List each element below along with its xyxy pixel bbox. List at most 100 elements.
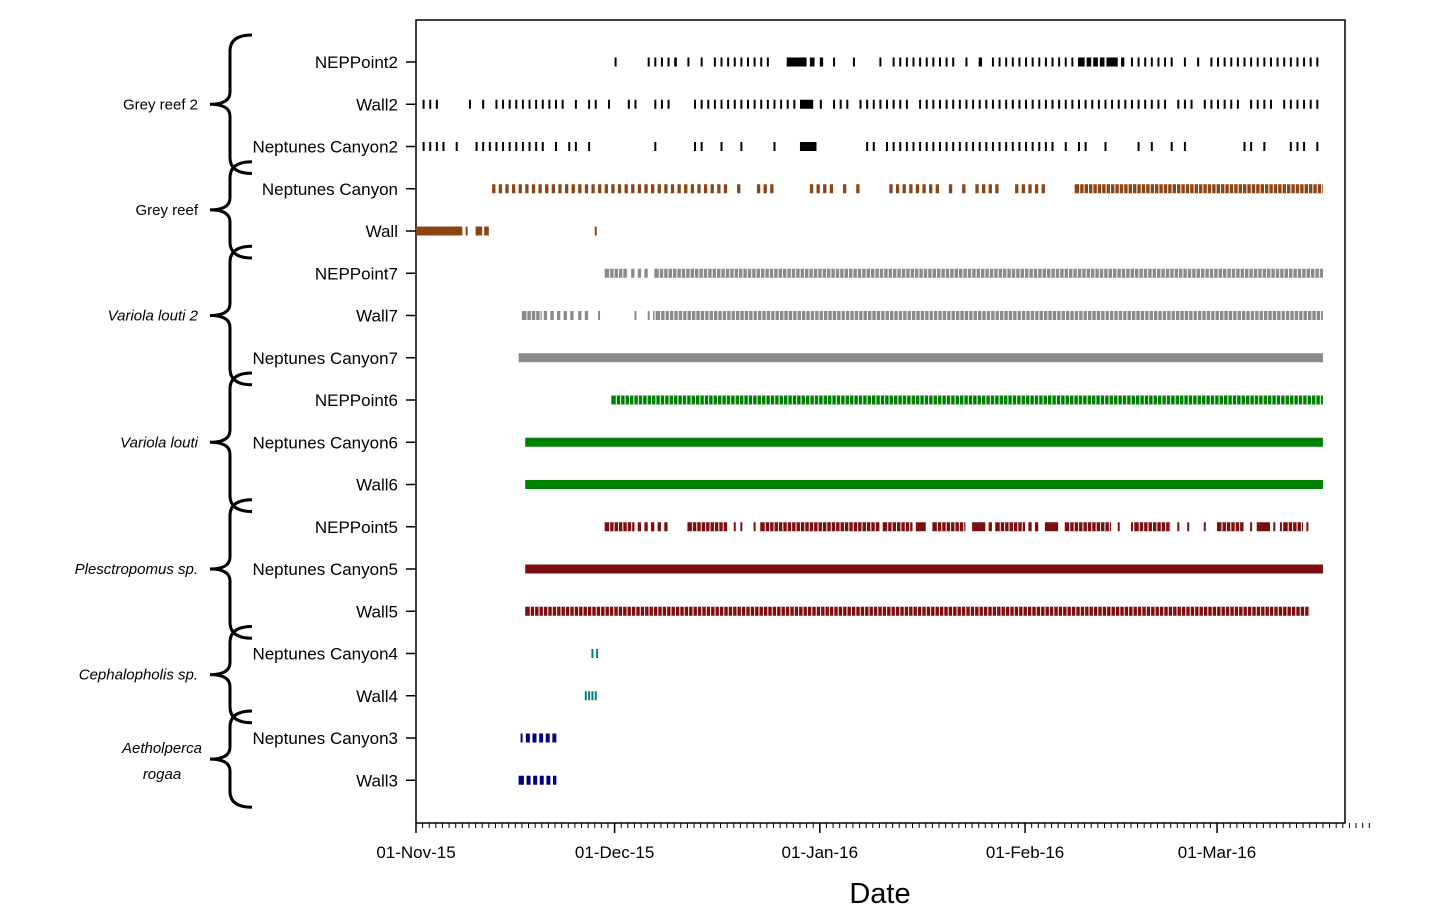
detection-mark bbox=[631, 268, 635, 278]
stripe-gap bbox=[997, 268, 999, 278]
stripe-gap bbox=[1079, 606, 1081, 616]
stripe-gap bbox=[843, 268, 845, 278]
detection-mark bbox=[416, 226, 463, 236]
stripe-gap bbox=[1068, 395, 1070, 405]
detection-mark bbox=[488, 142, 491, 151]
detection-mark bbox=[637, 268, 642, 278]
stripe-gap bbox=[1250, 184, 1252, 194]
detection-mark bbox=[1289, 99, 1292, 109]
detection-mark bbox=[1263, 142, 1266, 151]
stripe-gap bbox=[743, 311, 745, 320]
stripe-gap bbox=[843, 522, 845, 532]
stripe-gap bbox=[1200, 268, 1202, 278]
detection-mark bbox=[932, 57, 935, 67]
stripe-gap bbox=[1144, 311, 1146, 320]
stripe-gap bbox=[573, 606, 575, 616]
stripe-gap bbox=[858, 311, 860, 320]
detection-mark bbox=[1031, 142, 1034, 151]
detection-mark bbox=[1150, 57, 1153, 67]
detection-mark bbox=[1289, 142, 1292, 151]
detection-mark bbox=[508, 142, 511, 151]
detection-mark bbox=[988, 184, 992, 194]
detection-mark bbox=[945, 142, 948, 151]
detection-mark bbox=[1164, 99, 1167, 109]
stripe-gap bbox=[1100, 311, 1102, 320]
detection-mark bbox=[882, 522, 913, 532]
detection-mark bbox=[919, 142, 922, 151]
stripe-gap bbox=[708, 395, 710, 405]
stripe-gap bbox=[726, 311, 728, 320]
stripe-gap bbox=[1214, 311, 1216, 320]
stripe-gap bbox=[1198, 606, 1200, 616]
stripe-gap bbox=[1194, 606, 1196, 616]
detection-mark bbox=[915, 184, 920, 194]
row-label-wall7: Wall7 bbox=[356, 307, 398, 326]
stripe-gap bbox=[855, 606, 857, 616]
stripe-gap bbox=[1028, 268, 1030, 278]
detection-mark bbox=[1164, 57, 1167, 67]
stripe-gap bbox=[1239, 522, 1241, 532]
detection-mark bbox=[1086, 57, 1092, 67]
detection-mark bbox=[740, 99, 743, 109]
stripe-gap bbox=[1012, 311, 1014, 320]
detection-mark bbox=[727, 99, 730, 109]
detection-mark bbox=[1034, 522, 1039, 532]
detection-mark bbox=[932, 522, 966, 532]
detection-mark bbox=[938, 57, 941, 67]
detection-mark bbox=[557, 311, 561, 320]
stripe-gap bbox=[1148, 311, 1150, 320]
stripe-gap bbox=[1219, 184, 1221, 194]
stripe-gap bbox=[1289, 311, 1291, 320]
stripe-gap bbox=[1295, 606, 1297, 616]
stripe-gap bbox=[1156, 268, 1158, 278]
detection-mark bbox=[763, 184, 767, 194]
stripe-gap bbox=[795, 268, 797, 278]
stripe-gap bbox=[609, 268, 611, 278]
stripe-gap bbox=[1237, 184, 1239, 194]
detection-mark bbox=[932, 142, 935, 151]
stripe-gap bbox=[835, 522, 837, 532]
stripe-gap bbox=[1073, 311, 1075, 320]
group-label-plesctropomus-sp: Plesctropomus sp. bbox=[75, 561, 198, 578]
detection-mark bbox=[1250, 99, 1253, 109]
stripe-gap bbox=[1264, 606, 1266, 616]
stripe-gap bbox=[739, 311, 741, 320]
detection-mark bbox=[1117, 522, 1120, 532]
detection-mark bbox=[535, 142, 538, 151]
stripe-gap bbox=[1090, 268, 1092, 278]
stripe-gap bbox=[655, 395, 657, 405]
stripe-gap bbox=[1252, 268, 1254, 278]
stripe-gap bbox=[924, 311, 926, 320]
stripe-gap bbox=[1101, 184, 1103, 194]
stripe-gap bbox=[657, 606, 659, 616]
detection-mark bbox=[1256, 522, 1270, 532]
stripe-gap bbox=[670, 606, 672, 616]
detection-mark bbox=[1170, 142, 1173, 151]
stripe-gap bbox=[1293, 395, 1295, 405]
stripe-gap bbox=[998, 311, 1000, 320]
detection-mark bbox=[965, 57, 968, 67]
stripe-gap bbox=[1136, 184, 1138, 194]
stripe-gap bbox=[1229, 606, 1231, 616]
stripe-gap bbox=[622, 268, 624, 278]
stripe-gap bbox=[752, 311, 754, 320]
stripe-gap bbox=[776, 606, 778, 616]
stripe-gap bbox=[569, 606, 571, 616]
detection-mark bbox=[532, 733, 537, 743]
detection-mark bbox=[634, 99, 637, 109]
group-label-cephalopholis-sp: Cephalopholis sp. bbox=[79, 667, 198, 684]
stripe-gap bbox=[743, 395, 745, 405]
stripe-gap bbox=[1073, 522, 1075, 532]
stripe-gap bbox=[1116, 268, 1118, 278]
stripe-gap bbox=[751, 268, 753, 278]
stripe-gap bbox=[1003, 311, 1005, 320]
stripe-gap bbox=[914, 268, 916, 278]
detection-mark bbox=[465, 226, 468, 236]
stripe-gap bbox=[637, 395, 639, 405]
series-wall7 bbox=[521, 311, 1323, 320]
detection-mark bbox=[1276, 57, 1279, 67]
stripe-gap bbox=[1171, 184, 1173, 194]
detection-mark bbox=[564, 184, 569, 194]
stripe-gap bbox=[993, 268, 995, 278]
stripe-gap bbox=[1239, 268, 1241, 278]
